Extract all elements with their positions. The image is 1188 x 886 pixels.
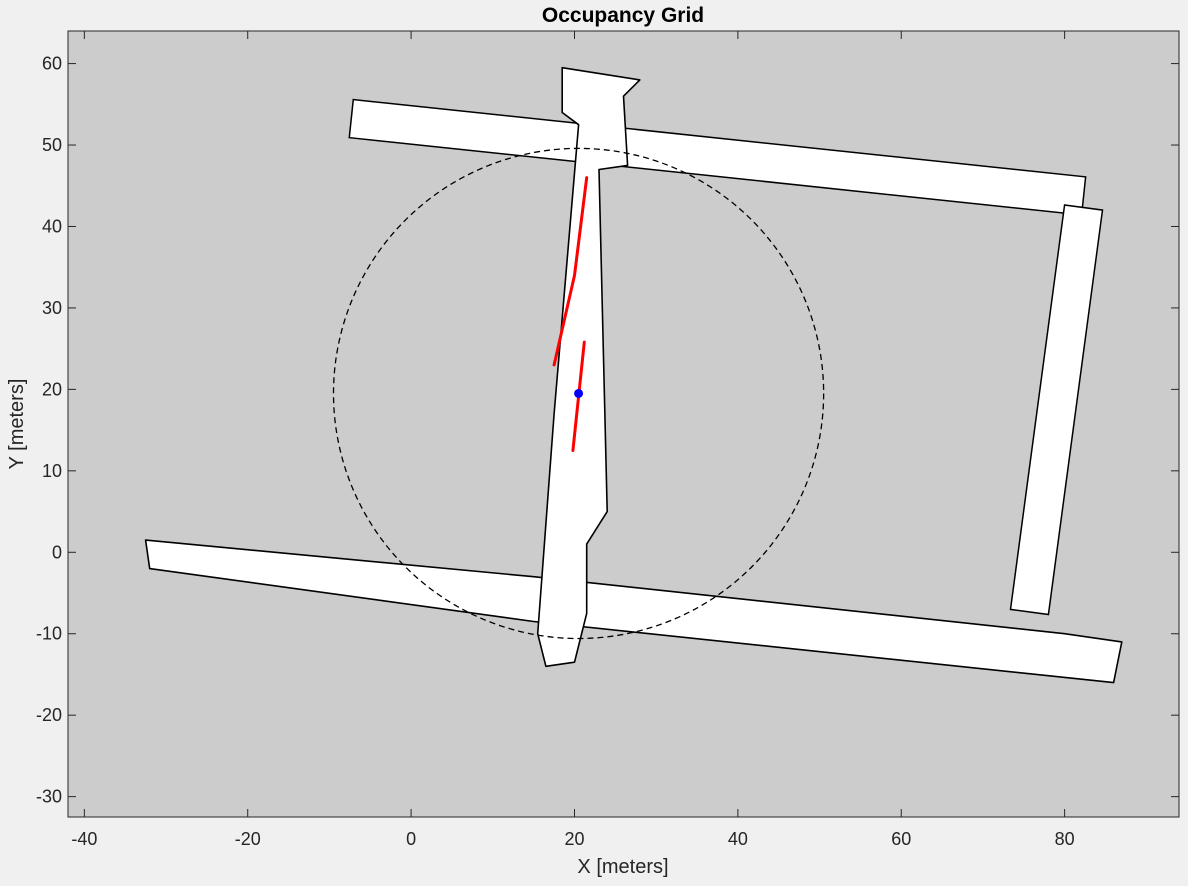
axis-ticks: -40 -20 0 20 40 60 80 -30 -20 -10 0 10 20 30 40 50 60 xyxy=(36,31,1179,849)
x-tick-label: 20 xyxy=(564,829,584,849)
y-tick-label: -30 xyxy=(36,787,62,807)
y-tick-label: 50 xyxy=(42,135,62,155)
robot-position-marker xyxy=(574,388,584,398)
chart-title: Occupancy Grid xyxy=(542,4,704,27)
x-tick-label: -20 xyxy=(235,829,261,849)
x-tick-label: 60 xyxy=(891,829,911,849)
y-tick-label: 10 xyxy=(42,461,62,481)
x-axis-label: X [meters] xyxy=(577,856,668,878)
y-tick-label: 0 xyxy=(52,542,62,562)
y-tick-label: 20 xyxy=(42,379,62,399)
y-axis-label: Y [meters] xyxy=(6,379,28,470)
y-tick-label: 40 xyxy=(42,216,62,236)
y-tick-label: -10 xyxy=(36,624,62,644)
y-tick-label: 60 xyxy=(42,54,62,74)
right-vertical-corridor xyxy=(1011,205,1102,614)
y-tick-label: -20 xyxy=(36,705,62,725)
bottom-corridor xyxy=(144,539,1123,684)
highlighted-wall-0 xyxy=(552,176,589,367)
x-tick-label: -40 xyxy=(71,829,97,849)
x-tick-label: 40 xyxy=(728,829,748,849)
y-tick-label: 30 xyxy=(42,298,62,318)
left-vertical-corridor xyxy=(536,66,641,668)
sensor-range-circle xyxy=(332,147,825,640)
plot-frame xyxy=(67,30,1180,818)
top-corridor xyxy=(350,100,1085,215)
occupancy-map xyxy=(144,66,1123,684)
x-tick-label: 80 xyxy=(1055,829,1075,849)
x-tick-label: 0 xyxy=(406,829,416,849)
